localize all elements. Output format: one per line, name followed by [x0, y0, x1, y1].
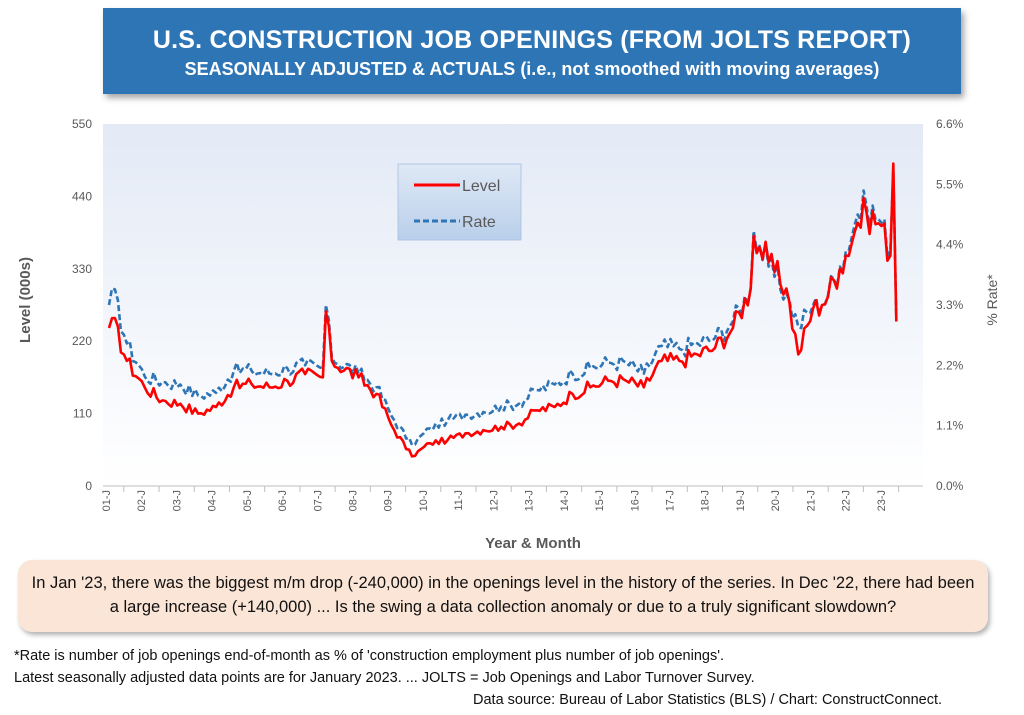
callout-text: In Jan '23, there was the biggest m/m dr…	[31, 574, 975, 616]
x-tick-label: 16-J	[629, 490, 641, 511]
y2-tick-label: 6.6%	[936, 117, 964, 131]
x-tick-label: 22-J	[841, 490, 853, 511]
series-line-level	[107, 162, 898, 458]
chart-title: U.S. CONSTRUCTION JOB OPENINGS (FROM JOL…	[152, 26, 912, 54]
x-tick-label: 10-J	[418, 490, 430, 511]
y-tick-label: 220	[72, 334, 92, 348]
y-tick-label: 550	[72, 117, 92, 131]
y2-tick-label: 2.2%	[936, 358, 964, 372]
y-axis-left: 0 110 220 330 440 550	[72, 117, 92, 493]
y2-tick-label: 0.0%	[936, 479, 964, 493]
y2-tick-label: 3.3%	[936, 298, 964, 312]
x-tick-label: 23-J	[876, 490, 888, 511]
title-banner: U.S. CONSTRUCTION JOB OPENINGS (FROM JOL…	[103, 8, 961, 94]
footnote-rate-definition: *Rate is number of job openings end-of-m…	[14, 648, 724, 664]
x-tick-label: 06-J	[277, 490, 289, 511]
legend-box	[397, 163, 522, 241]
x-tick-label: 08-J	[348, 490, 360, 511]
x-tick-label: 11-J	[453, 490, 465, 511]
x-tick-label: 18-J	[700, 490, 712, 511]
y2-tick-label: 1.1%	[936, 419, 964, 433]
x-tick-label: 17-J	[664, 490, 676, 511]
legend-label-rate: Rate	[462, 214, 496, 231]
x-tick-label: 15-J	[594, 490, 606, 511]
x-tick-label: 14-J	[559, 490, 571, 511]
y-tick-label: 110	[73, 407, 92, 421]
y2-axis-title: % Rate*	[984, 274, 1000, 326]
x-tick-label: 02-J	[136, 490, 148, 511]
job-openings-chart: 0 110 220 330 440 550 0.0% 1.1% 2.2% 3.3% 4.4% 5.5…	[17, 117, 1000, 552]
x-axis-title: Year & Month	[485, 535, 581, 552]
y-tick-label: 0	[85, 479, 92, 493]
x-tick-label: 13-J	[524, 490, 536, 511]
x-tick-label: 04-J	[207, 490, 219, 511]
x-tick-label: 07-J	[312, 490, 324, 511]
y2-tick-label: 4.4%	[936, 238, 964, 252]
legend: Level Rate	[397, 163, 522, 241]
y-axis-right: 0.0% 1.1% 2.2% 3.3% 4.4% 5.5% 6.6%	[936, 117, 964, 493]
legend-label-level: Level	[462, 178, 500, 195]
x-tick-label: 03-J	[171, 490, 183, 511]
x-axis: 01-J 02-J 03-J 04-J 05-J 06-J 07-J 08-J 09-J 10-J…	[101, 486, 900, 511]
chart-subtitle: SEASONALLY ADJUSTED & ACTUALS (i.e., not…	[184, 59, 880, 79]
x-tick-label: 20-J	[770, 490, 782, 511]
footnote-latest-data: Latest seasonally adjusted data points a…	[14, 670, 755, 686]
y-tick-label: 440	[72, 189, 92, 203]
x-tick-label: 19-J	[735, 490, 747, 511]
y-axis-title: Level (000s)	[17, 257, 34, 343]
y-tick-label: 330	[72, 262, 92, 276]
x-tick-label: 09-J	[383, 490, 395, 511]
x-tick-label: 12-J	[488, 490, 500, 511]
series-layer	[107, 162, 898, 458]
callout-box: In Jan '23, there was the biggest m/m dr…	[18, 560, 988, 632]
x-tick-label: 05-J	[242, 490, 254, 511]
footnote-data-source: Data source: Bureau of Labor Statistics …	[473, 692, 943, 708]
x-tick-label: 01-J	[101, 490, 113, 511]
y2-tick-label: 5.5%	[936, 177, 964, 191]
x-tick-label: 21-J	[805, 490, 817, 511]
